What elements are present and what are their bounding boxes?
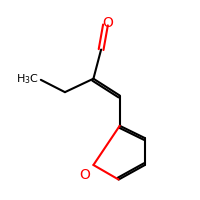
Text: O: O bbox=[102, 16, 113, 30]
Text: H$_3$C: H$_3$C bbox=[16, 72, 39, 86]
Text: O: O bbox=[79, 168, 90, 182]
